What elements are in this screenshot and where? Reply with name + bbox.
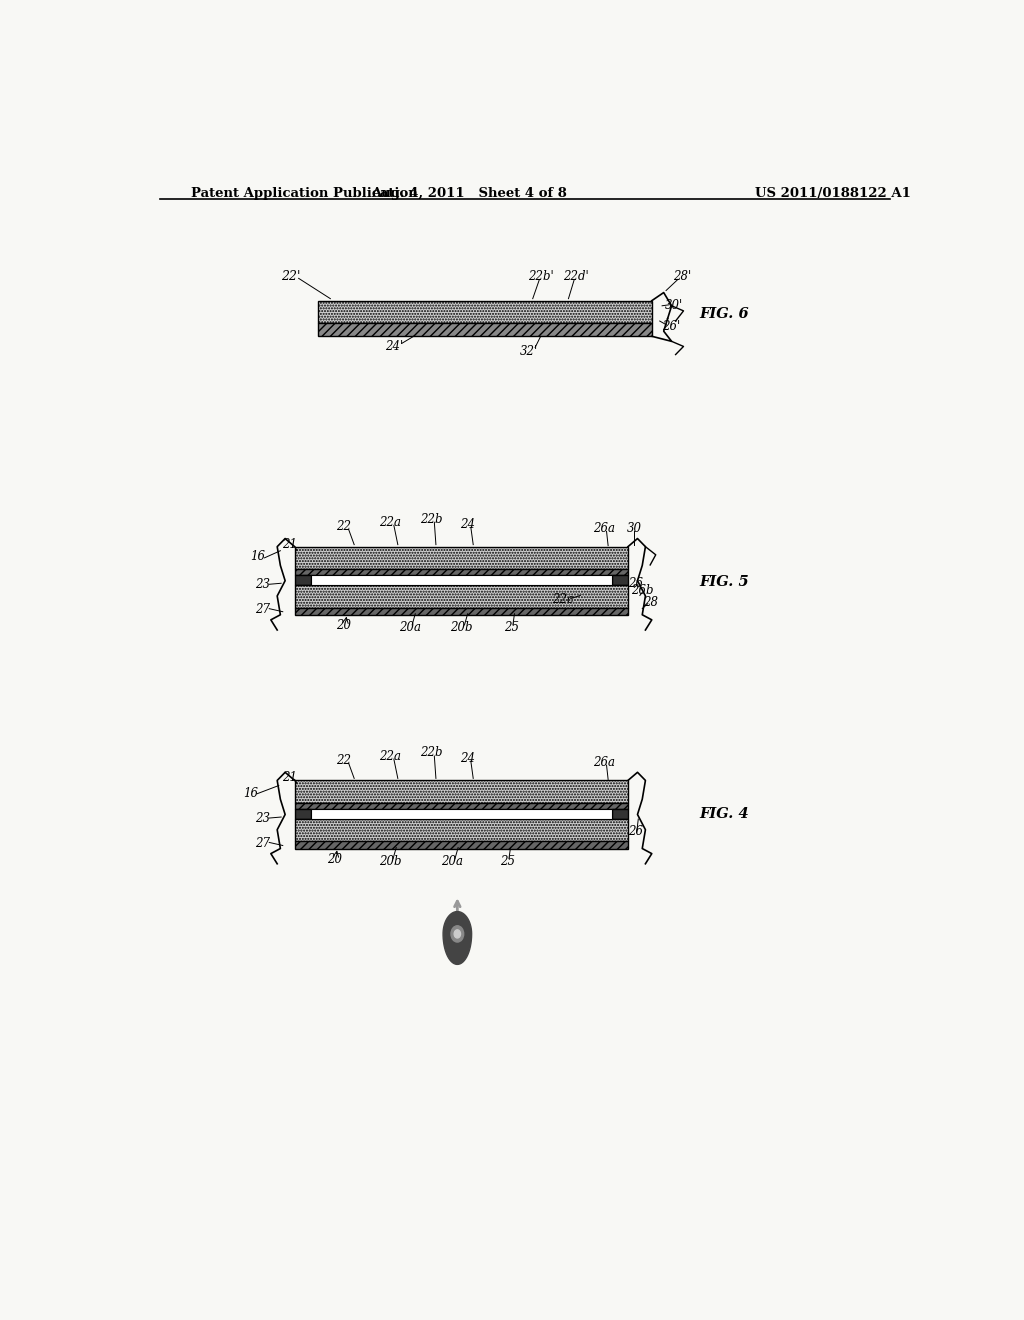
Text: 26a: 26a xyxy=(593,755,615,768)
Text: US 2011/0188122 A1: US 2011/0188122 A1 xyxy=(755,187,910,199)
Bar xyxy=(295,780,628,803)
Bar xyxy=(295,841,628,849)
Text: 22b': 22b' xyxy=(527,269,554,282)
Bar xyxy=(612,809,628,818)
Circle shape xyxy=(455,929,461,939)
Text: 25: 25 xyxy=(504,622,519,635)
Bar xyxy=(295,546,628,569)
Text: 22c: 22c xyxy=(552,593,573,606)
Text: 20a: 20a xyxy=(398,622,421,635)
Text: 22: 22 xyxy=(336,754,351,767)
Bar xyxy=(295,803,628,809)
Text: 27: 27 xyxy=(255,603,270,616)
Text: 27: 27 xyxy=(255,837,270,850)
Text: 22d': 22d' xyxy=(563,269,589,282)
Polygon shape xyxy=(443,912,472,965)
Text: 24: 24 xyxy=(460,751,475,764)
Text: Patent Application Publication: Patent Application Publication xyxy=(191,187,418,199)
Bar xyxy=(295,809,310,818)
Text: Aug. 4, 2011   Sheet 4 of 8: Aug. 4, 2011 Sheet 4 of 8 xyxy=(372,187,567,199)
Text: FIG. 6: FIG. 6 xyxy=(699,308,749,321)
Circle shape xyxy=(451,925,464,942)
Bar xyxy=(295,818,628,841)
Text: 24: 24 xyxy=(460,517,475,531)
Text: 20: 20 xyxy=(327,853,342,866)
Text: 30': 30' xyxy=(665,300,683,313)
Bar xyxy=(295,569,628,576)
Bar xyxy=(295,585,628,607)
Text: 20b: 20b xyxy=(451,622,472,635)
Bar xyxy=(318,301,652,323)
Text: 23: 23 xyxy=(255,578,270,591)
Text: 20: 20 xyxy=(336,619,351,632)
Text: 28: 28 xyxy=(643,597,657,609)
Text: 25: 25 xyxy=(500,855,515,869)
Text: 22a: 22a xyxy=(379,516,400,529)
Bar xyxy=(612,576,628,585)
Text: 23: 23 xyxy=(255,812,270,825)
Bar xyxy=(310,576,612,585)
Text: 22: 22 xyxy=(336,520,351,533)
Text: 16: 16 xyxy=(244,787,258,800)
Text: 22a: 22a xyxy=(379,750,400,763)
Text: 22b: 22b xyxy=(420,512,442,525)
Text: 32': 32' xyxy=(519,345,538,358)
Text: 20a: 20a xyxy=(440,855,463,869)
Text: 26: 26 xyxy=(629,825,643,838)
Bar xyxy=(310,809,612,818)
Text: 26a: 26a xyxy=(593,521,615,535)
Text: FIG. 5: FIG. 5 xyxy=(699,576,749,589)
Text: 21: 21 xyxy=(282,771,297,784)
Text: 21: 21 xyxy=(282,539,297,552)
Text: 22b: 22b xyxy=(420,747,442,759)
Bar xyxy=(295,576,310,585)
Text: 22': 22' xyxy=(281,269,300,282)
Text: 26': 26' xyxy=(663,319,681,333)
Text: FIG. 4: FIG. 4 xyxy=(699,807,749,821)
Text: 16: 16 xyxy=(250,550,265,564)
Text: 24': 24' xyxy=(385,341,403,352)
Text: 20b: 20b xyxy=(379,855,401,869)
Text: 30: 30 xyxy=(627,521,642,535)
Text: 28': 28' xyxy=(673,269,691,282)
Bar xyxy=(318,323,652,337)
Text: 26: 26 xyxy=(629,577,643,590)
Text: 26b: 26b xyxy=(631,583,653,597)
Bar xyxy=(295,607,628,615)
